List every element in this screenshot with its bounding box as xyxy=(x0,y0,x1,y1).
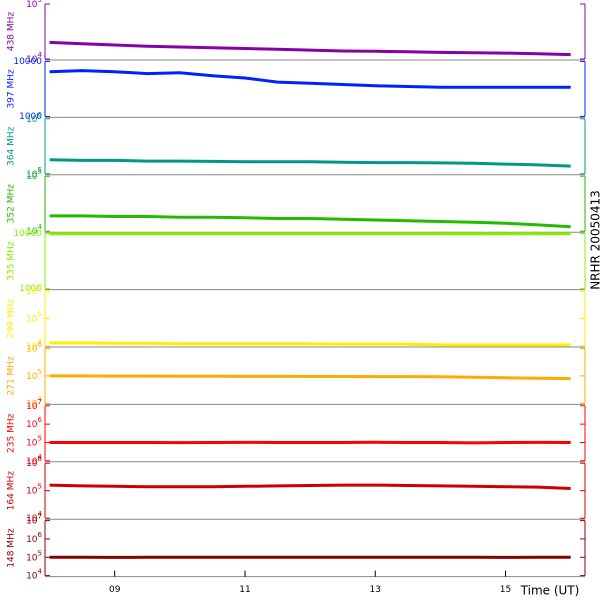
y-tick-label: 104 xyxy=(26,338,42,352)
tick-base: 10 xyxy=(26,371,38,381)
y-tick-label: 10000 xyxy=(13,229,42,239)
tick-base: 10 xyxy=(26,227,38,237)
tick-base: 10 xyxy=(26,344,38,354)
y-tick-label: 104 xyxy=(26,223,42,237)
y-tick-label: 105 xyxy=(26,311,42,325)
y-tick-label: 104 xyxy=(26,568,42,582)
tick-base: 10 xyxy=(26,571,38,581)
y-tick-label: 105 xyxy=(26,483,42,497)
y-tick-label: 1000 xyxy=(19,112,42,122)
series-label: 335 MHz xyxy=(7,241,17,281)
tick-exponent: 5 xyxy=(38,0,42,4)
y-tick-label: 106 xyxy=(26,340,42,354)
y-tick-label: 106 xyxy=(26,416,42,430)
y-tick-label: 105 xyxy=(26,434,42,448)
tick-base: 10 xyxy=(26,516,38,526)
y-tick-label: 106 xyxy=(26,455,42,469)
tick-base: 10 xyxy=(26,0,38,10)
y-tick-label: 1000 xyxy=(19,284,42,294)
tick-exponent: 6 xyxy=(38,283,43,291)
tick-exponent: 4 xyxy=(38,223,43,231)
tick-exponent: 7 xyxy=(38,513,42,521)
tick-base: 10 xyxy=(26,553,38,563)
tick-base: 10 xyxy=(26,486,38,496)
y-tick-label: 105 xyxy=(26,368,42,382)
series-line xyxy=(49,483,571,490)
series-line xyxy=(49,374,571,381)
series-label: 299 MHz xyxy=(7,299,17,339)
tick-exponent: 4 xyxy=(38,51,43,59)
tick-base: 10 xyxy=(26,172,38,182)
tick-base: 10 xyxy=(26,401,38,411)
x-tick-label: 11 xyxy=(239,585,250,595)
series-label: 438 MHz xyxy=(7,12,17,52)
y-tick-label: 106 xyxy=(26,111,42,125)
tick-exponent: 6 xyxy=(38,416,43,424)
series-line xyxy=(49,40,571,57)
tick-base: 10 xyxy=(26,438,38,448)
tick-exponent: 5 xyxy=(38,311,42,319)
tick-exponent: 4 xyxy=(38,510,43,518)
tick-base: 10 xyxy=(26,534,38,544)
tick-base: 10 xyxy=(26,342,38,352)
tick-exponent: 5 xyxy=(38,434,42,442)
side-title: NRHR 20050413 xyxy=(589,190,600,290)
series-line xyxy=(49,69,571,89)
series-label: 148 MHz xyxy=(7,528,17,568)
tick-exponent: 5 xyxy=(38,166,42,174)
series-label: 352 MHz xyxy=(7,184,17,224)
tick-base: 10 xyxy=(26,55,38,65)
tick-base: 10 xyxy=(26,114,38,124)
y-tick-label: 107 xyxy=(26,513,42,527)
tick-base: 10 xyxy=(26,287,38,297)
tick-base: 10 xyxy=(26,420,38,430)
y-tick-label: 10000 xyxy=(13,57,42,67)
y-tick-label: 104 xyxy=(26,510,42,524)
tick-exponent: 4 xyxy=(38,453,43,461)
series-line xyxy=(49,440,571,445)
tick-exponent: 5 xyxy=(38,549,42,557)
y-tick-label: 105 xyxy=(26,549,42,563)
tick-base: 10 xyxy=(26,459,38,469)
tick-exponent: 5 xyxy=(38,368,42,376)
tick-exponent: 7 xyxy=(38,398,42,406)
tick-exponent: 6 xyxy=(38,340,43,348)
y-tick-label: 104 xyxy=(26,395,42,409)
tick-exponent: 5 xyxy=(38,483,42,491)
tick-base: 10 xyxy=(26,169,38,179)
x-tick-label: 09 xyxy=(109,585,121,595)
series-label: 164 MHz xyxy=(7,471,17,511)
series-label: 271 MHz xyxy=(7,356,17,396)
tick-exponent: 4 xyxy=(38,338,43,346)
tick-base: 10 xyxy=(26,314,38,324)
tick-exponent: 4 xyxy=(38,395,43,403)
series-label: 397 MHz xyxy=(7,69,17,109)
tick-exponent: 6 xyxy=(38,111,43,119)
y-tick-label: 105 xyxy=(26,168,42,182)
tick-exponent: 4 xyxy=(38,568,43,576)
tick-exponent: 6 xyxy=(38,531,43,539)
series-line xyxy=(49,158,571,168)
series-label: 235 MHz xyxy=(7,413,17,453)
y-tick-label: 105 xyxy=(26,166,42,180)
tick-base: 10 xyxy=(26,399,38,409)
y-tick-label: 104 xyxy=(26,453,42,467)
x-tick-label: 13 xyxy=(370,585,381,595)
tick-exponent: 6 xyxy=(38,455,43,463)
tick-base: 10 xyxy=(26,514,38,524)
y-tick-label: 107 xyxy=(26,398,42,412)
y-tick-label: 106 xyxy=(26,531,42,545)
series-line xyxy=(49,214,571,229)
y-tick-label: 106 xyxy=(26,283,42,297)
x-axis-label: Time (UT) xyxy=(520,584,580,598)
y-tick-label: 104 xyxy=(26,51,42,65)
series-label: 364 MHz xyxy=(7,126,17,166)
tick-exponent: 5 xyxy=(38,168,42,176)
y-tick-label: 105 xyxy=(26,0,42,10)
x-tick-label: 15 xyxy=(500,585,511,595)
tick-base: 10 xyxy=(26,456,38,466)
series-line xyxy=(49,341,571,347)
